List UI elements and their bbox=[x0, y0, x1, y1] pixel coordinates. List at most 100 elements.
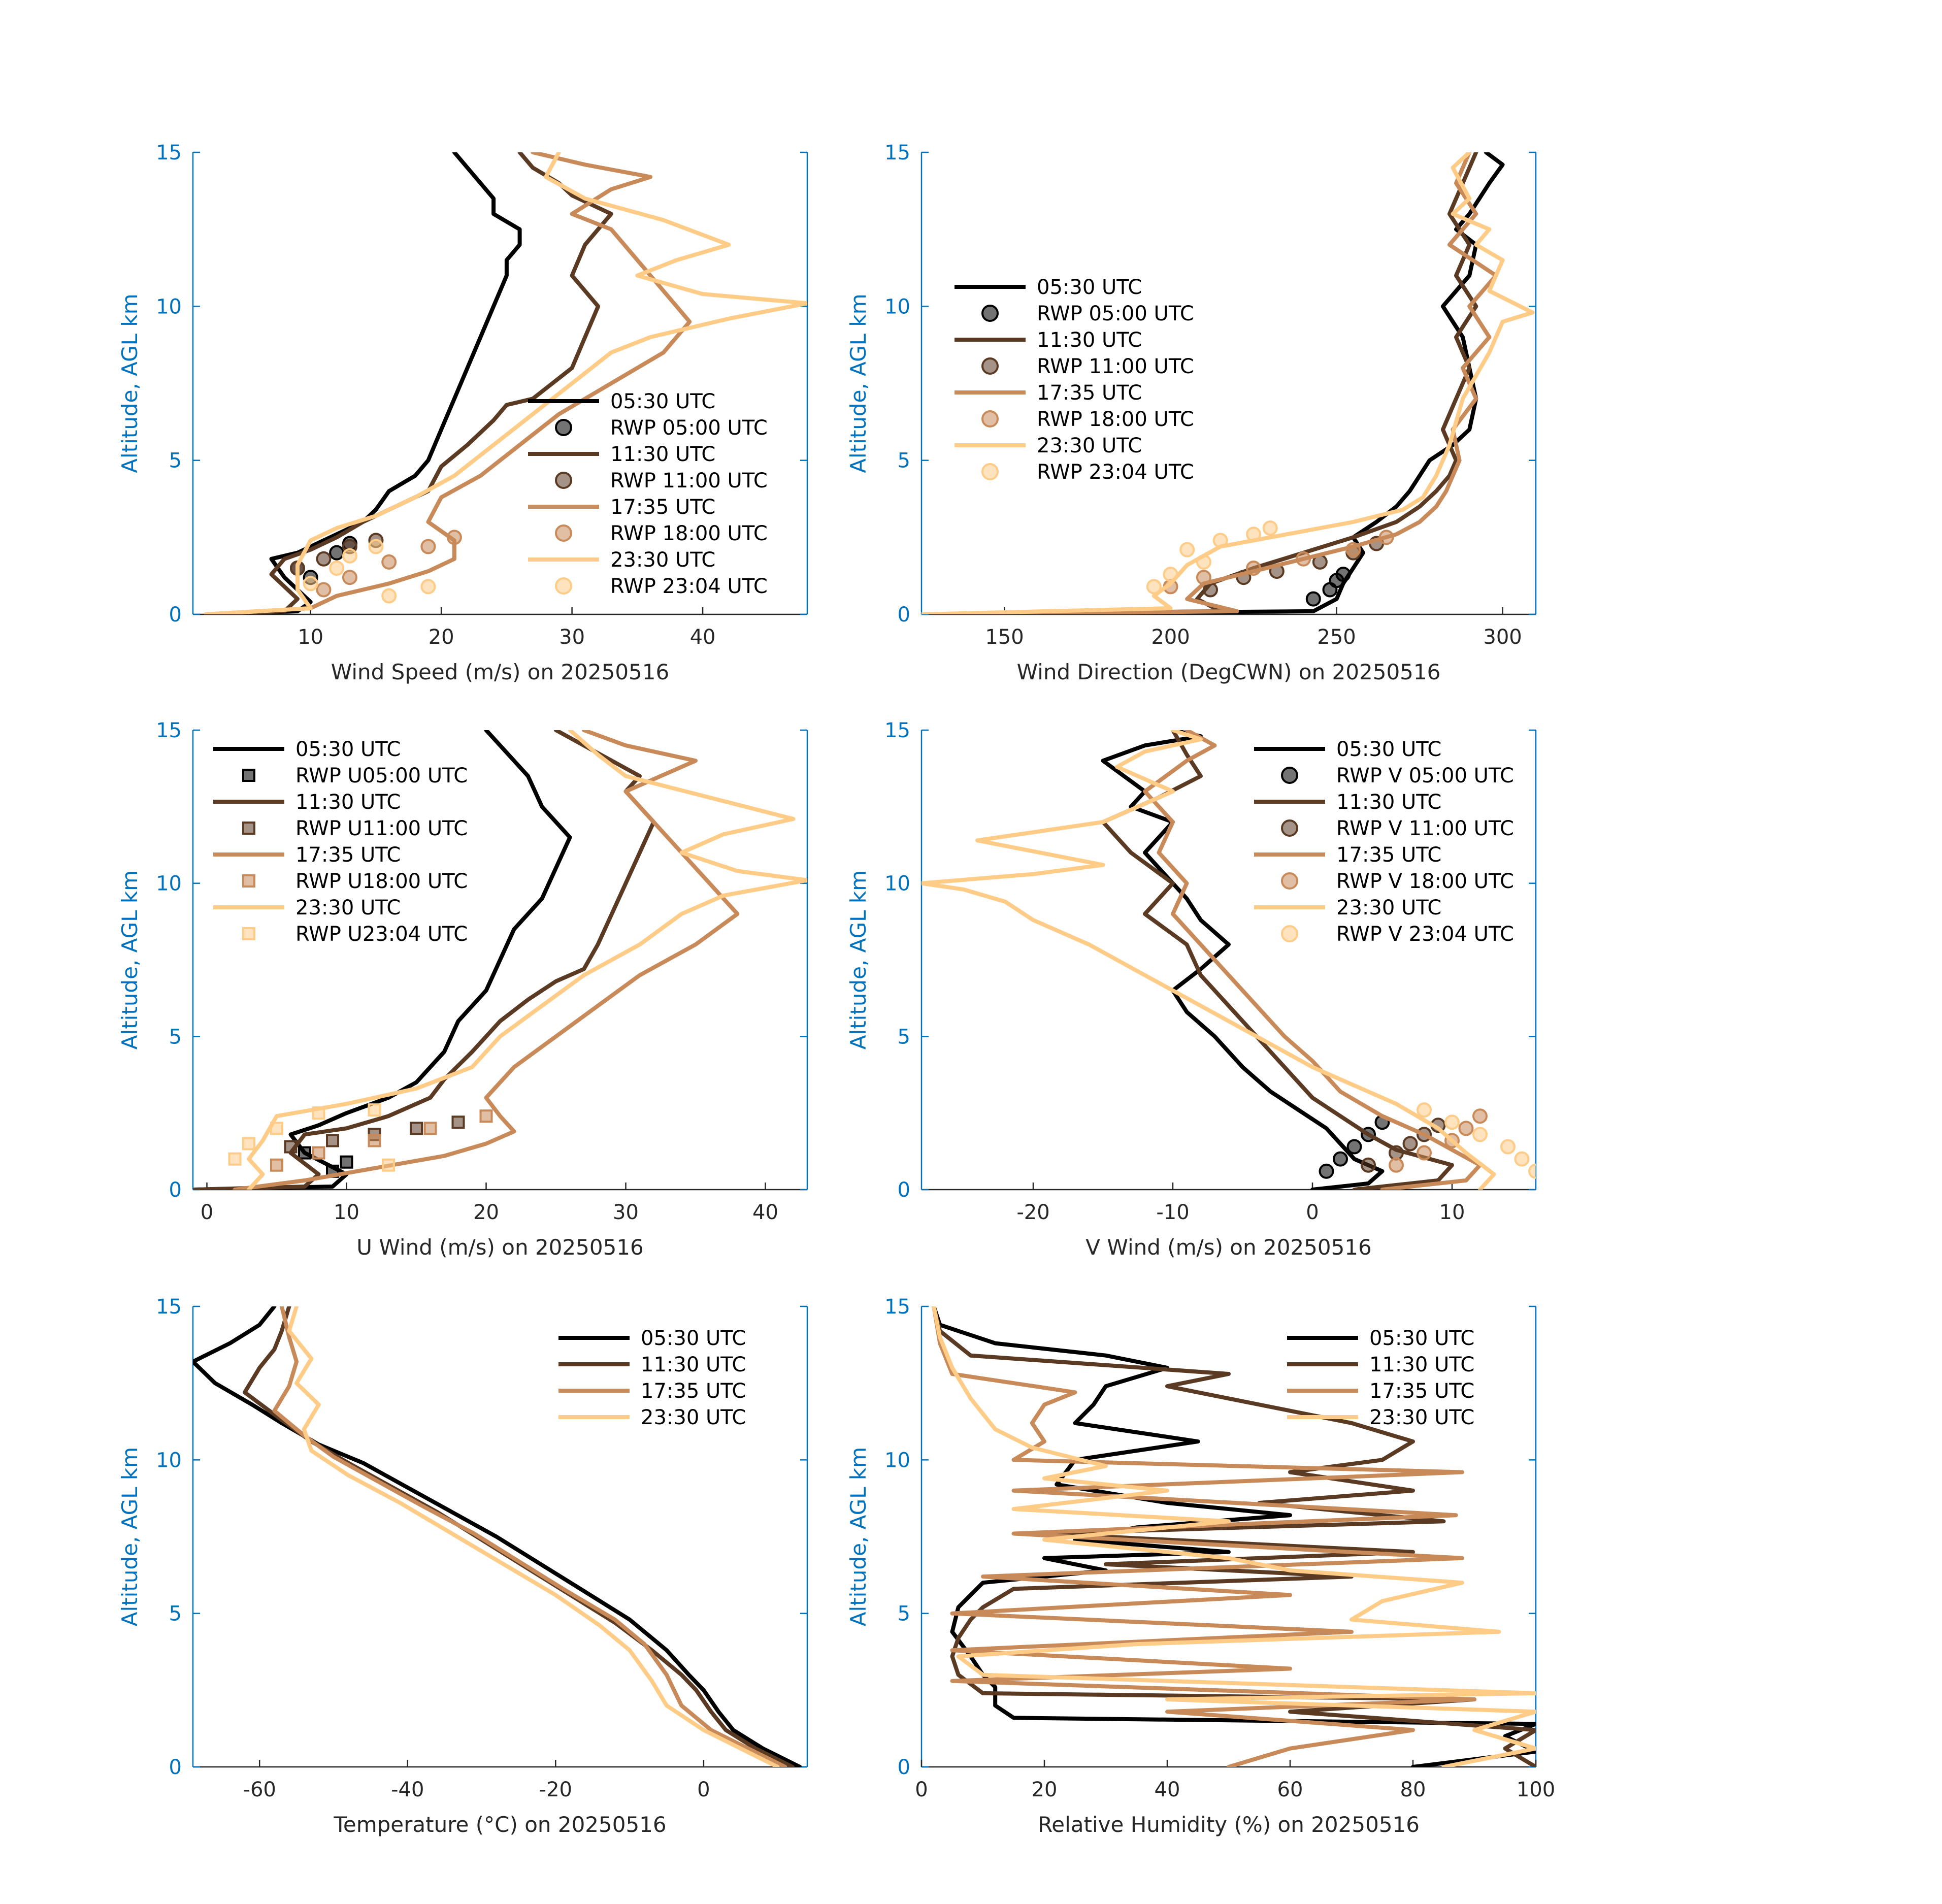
x-tick-label: 20 bbox=[473, 1201, 499, 1224]
data-point bbox=[340, 1155, 353, 1169]
legend-swatch bbox=[1281, 872, 1298, 890]
plot-area bbox=[932, 1306, 1536, 1767]
data-point bbox=[270, 1122, 283, 1135]
data-point bbox=[1262, 520, 1278, 536]
data-point bbox=[410, 1122, 423, 1135]
legend-swatch bbox=[1281, 925, 1298, 942]
series-line bbox=[204, 152, 613, 614]
y-tick-label: 5 bbox=[898, 1602, 910, 1626]
legend-label: RWP 11:00 UTC bbox=[610, 469, 768, 493]
data-point bbox=[1472, 1127, 1488, 1142]
x-tick-label: -20 bbox=[1016, 1201, 1049, 1224]
legend-swatch bbox=[981, 410, 999, 428]
series-line bbox=[204, 152, 807, 614]
panel-temperature: 0 5 10 15 -60 -40 -20 0 Temperature (°C) on 2025… bbox=[117, 1295, 808, 1837]
legend: 05:30 UTC RWP V 05:00 UTC 11:30 UTC RWP V 1… bbox=[1254, 738, 1514, 946]
y-tick-label: 10 bbox=[884, 872, 910, 896]
data-point bbox=[451, 1115, 465, 1129]
series-line bbox=[272, 1306, 787, 1767]
x-axis-label: U Wind (m/s) on 20250516 bbox=[356, 1235, 644, 1260]
data-point bbox=[1458, 1121, 1474, 1136]
data-point bbox=[1500, 1139, 1516, 1155]
legend-label: RWP 18:00 UTC bbox=[610, 522, 768, 545]
legend: 05:30 UTC RWP U05:00 UTC 11:30 UTC RWP U11:… bbox=[213, 738, 468, 946]
y-tick-label: 0 bbox=[169, 1756, 182, 1779]
legend-label: 11:30 UTC bbox=[641, 1353, 746, 1376]
series-line bbox=[921, 152, 1505, 614]
data-point bbox=[1361, 1157, 1376, 1173]
data-point bbox=[1305, 591, 1321, 607]
x-tick-label: 0 bbox=[697, 1778, 710, 1801]
legend-label: 23:30 UTC bbox=[610, 548, 715, 572]
data-point bbox=[1528, 1163, 1536, 1179]
data-point bbox=[1472, 1108, 1488, 1124]
plot-area bbox=[921, 730, 1536, 1190]
legend-swatch bbox=[242, 927, 255, 940]
legend: 05:30 UTC RWP 05:00 UTC 11:30 UTC RWP 11:00… bbox=[528, 390, 768, 598]
legend-swatch bbox=[242, 822, 255, 835]
data-point bbox=[1333, 1151, 1348, 1167]
x-tick-label: 20 bbox=[429, 626, 454, 649]
x-tick-label: 20 bbox=[1032, 1778, 1058, 1801]
legend-label: 05:30 UTC bbox=[1336, 738, 1441, 761]
legend-swatch bbox=[555, 419, 572, 436]
legend-label: RWP U05:00 UTC bbox=[295, 764, 468, 787]
plot-area bbox=[193, 1306, 802, 1767]
x-tick-label: 80 bbox=[1400, 1778, 1426, 1801]
y-tick-label: 0 bbox=[898, 1178, 910, 1202]
series-line bbox=[1101, 730, 1385, 1190]
panel-wind-speed: 0 5 10 15 10 20 30 40 Wind Speed (m/s) on 202505… bbox=[117, 141, 808, 684]
plot-area bbox=[193, 730, 807, 1190]
y-tick-label: 5 bbox=[169, 1025, 182, 1048]
y-tick-label: 10 bbox=[884, 295, 910, 318]
legend-swatch bbox=[555, 524, 572, 542]
x-tick-label: 0 bbox=[915, 1778, 928, 1801]
data-point bbox=[1246, 527, 1262, 542]
data-point bbox=[326, 1134, 339, 1147]
legend-label: RWP 05:00 UTC bbox=[610, 416, 768, 440]
legend-label: 23:30 UTC bbox=[1336, 896, 1441, 920]
y-axis-label: Altitude, AGL km bbox=[117, 870, 142, 1049]
x-tick-label: 60 bbox=[1277, 1778, 1303, 1801]
legend-swatch bbox=[555, 577, 572, 595]
data-point bbox=[1402, 1136, 1418, 1152]
legend-label: RWP 23:04 UTC bbox=[610, 575, 768, 598]
data-point bbox=[1163, 567, 1178, 582]
y-tick-label: 0 bbox=[169, 1178, 182, 1202]
y-tick-label: 15 bbox=[884, 1295, 910, 1319]
y-axis-label: Altitude, AGL km bbox=[846, 870, 871, 1049]
data-point bbox=[312, 1146, 325, 1160]
panel-wind-direction: 0 5 10 15 150 200 250 300 Wind Direction (DegCWN… bbox=[846, 141, 1537, 684]
data-point bbox=[368, 1134, 381, 1147]
panel-u-wind: 0 5 10 15 0 10 20 30 40 U Wind (m/s) on 20250516 A… bbox=[117, 719, 808, 1260]
panel-relative-humidity: 0 5 10 15 0 20 40 60 80 100 Relative Humidity (%) … bbox=[846, 1295, 1555, 1837]
legend-swatch bbox=[242, 769, 255, 782]
series-line bbox=[921, 152, 1498, 614]
legend-label: 23:30 UTC bbox=[1369, 1406, 1474, 1429]
x-tick-label: 40 bbox=[752, 1201, 778, 1224]
x-tick-label: -40 bbox=[391, 1778, 424, 1801]
legend-label: 17:35 UTC bbox=[1037, 381, 1142, 405]
plot-area bbox=[204, 152, 807, 614]
legend-label: RWP 05:00 UTC bbox=[1037, 302, 1194, 325]
y-tick-label: 5 bbox=[169, 1602, 182, 1626]
legend-label: 17:35 UTC bbox=[1336, 843, 1441, 867]
x-tick-label: 200 bbox=[1151, 626, 1190, 649]
x-tick-label: -10 bbox=[1156, 1201, 1189, 1224]
data-point bbox=[420, 539, 436, 554]
x-tick-label: 10 bbox=[334, 1201, 359, 1224]
legend-label: 23:30 UTC bbox=[1037, 434, 1142, 457]
data-point bbox=[1212, 533, 1228, 548]
y-tick-label: 5 bbox=[898, 449, 910, 473]
data-point bbox=[329, 561, 345, 576]
x-tick-label: 300 bbox=[1483, 626, 1522, 649]
legend-label: RWP V 23:04 UTC bbox=[1336, 923, 1514, 946]
x-tick-label: 30 bbox=[559, 626, 585, 649]
x-axis-label: V Wind (m/s) on 20250516 bbox=[1085, 1235, 1372, 1260]
legend-swatch bbox=[981, 305, 999, 322]
y-axis-label: Altitude, AGL km bbox=[846, 1447, 871, 1626]
y-tick-label: 15 bbox=[156, 1295, 182, 1319]
legend-swatch bbox=[1281, 767, 1298, 784]
y-tick-label: 15 bbox=[156, 141, 182, 165]
